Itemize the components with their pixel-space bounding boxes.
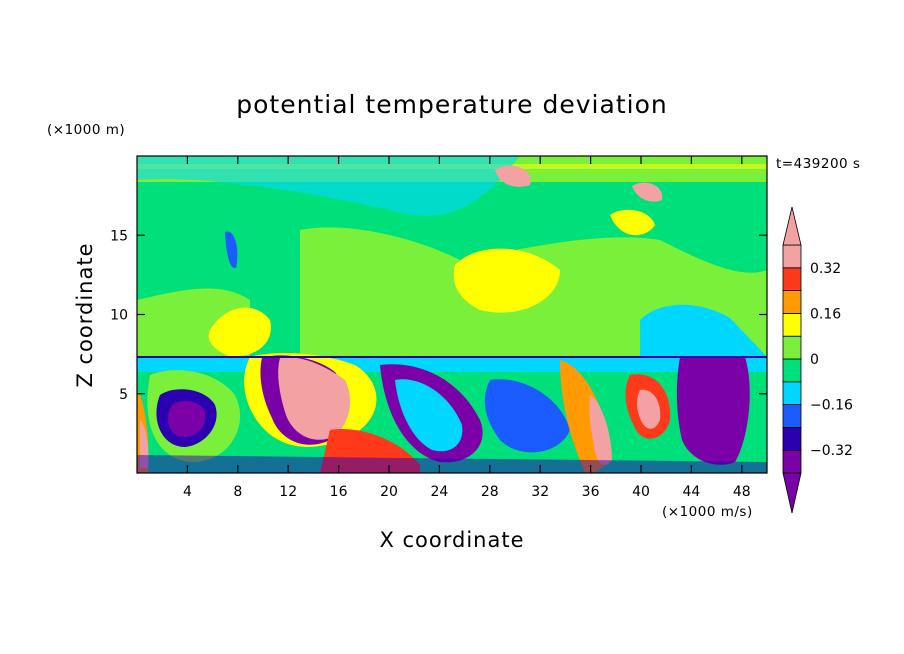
colorbar-swatch xyxy=(782,358,802,383)
colorbar-swatch xyxy=(782,449,802,474)
x-tick-label: 44 xyxy=(682,484,700,500)
colorbar-swatch xyxy=(782,335,802,360)
colorbar-over-arrow xyxy=(782,206,802,246)
x-tick-label: 20 xyxy=(380,484,398,500)
colorbar: −0.32 −0.16 0 0.16 0.32 xyxy=(782,206,853,514)
colorbar-swatch xyxy=(782,404,802,428)
colorbar-swatch xyxy=(782,381,802,405)
field-region xyxy=(137,357,767,372)
chart-title: potential temperature deviation xyxy=(236,90,667,119)
y-tick-label: 10 xyxy=(110,308,128,324)
field-region xyxy=(225,231,238,269)
colorbar-swatch xyxy=(782,244,802,269)
field-region xyxy=(495,165,531,187)
y-tick-label: 15 xyxy=(110,228,128,244)
x-tick-label: 32 xyxy=(531,484,549,500)
y-axis-title: Z coordinate xyxy=(73,242,97,387)
x-tick-label: 36 xyxy=(582,484,600,500)
x-tick-label: 40 xyxy=(632,484,650,500)
field-region xyxy=(640,304,767,357)
heatmap-field xyxy=(137,156,767,473)
field-region xyxy=(278,357,350,440)
field-region xyxy=(676,357,750,465)
field-region xyxy=(208,307,271,357)
colorbar-swatch xyxy=(782,267,802,291)
x-tick-label: 24 xyxy=(430,484,448,500)
field-region xyxy=(589,395,612,465)
time-label: t=439200 s xyxy=(776,156,860,172)
x-tick-label: 12 xyxy=(279,484,297,500)
colorbar-tick-label: −0.32 xyxy=(810,443,853,459)
y-tick-label: 5 xyxy=(119,387,128,403)
field-region xyxy=(167,400,206,438)
colorbar-tick-label: 0.16 xyxy=(810,306,841,322)
field-region xyxy=(610,209,655,236)
x-tick-label: 48 xyxy=(733,484,751,500)
x-axis-title: X coordinate xyxy=(379,528,524,552)
field-region xyxy=(637,389,661,429)
field-region xyxy=(484,379,570,453)
y-unit-label: (×1000 m) xyxy=(47,122,125,138)
x-axis: 4 8 12 16 20 24 28 32 36 40 44 48 xyxy=(183,156,751,500)
x-tick-label: 28 xyxy=(481,484,499,500)
x-tick-label: 8 xyxy=(233,484,242,500)
field-region xyxy=(453,248,560,313)
field-region xyxy=(137,156,520,216)
y-axis: 5 10 15 xyxy=(110,228,767,403)
field-region xyxy=(137,455,767,473)
field-region xyxy=(632,182,663,202)
x-unit-label: (×1000 m/s) xyxy=(662,504,753,520)
colorbar-tick-label: 0.32 xyxy=(810,261,841,277)
colorbar-tick-label: −0.16 xyxy=(810,398,853,414)
colorbar-swatch xyxy=(782,312,802,337)
field-region xyxy=(395,379,463,452)
colorbar-swatch xyxy=(782,290,802,314)
x-tick-label: 4 xyxy=(183,484,192,500)
colorbar-swatch xyxy=(782,426,802,451)
colorbar-under-arrow xyxy=(782,472,802,514)
colorbar-tick-label: 0 xyxy=(810,352,819,368)
x-tick-label: 16 xyxy=(330,484,348,500)
